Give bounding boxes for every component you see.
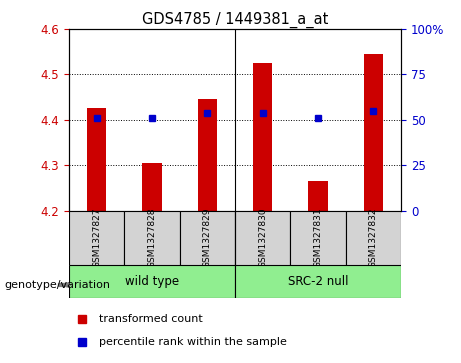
Bar [69, 265, 235, 298]
Text: genotype/variation: genotype/variation [5, 280, 111, 290]
Text: wild type: wild type [125, 275, 179, 288]
Text: GSM1327830: GSM1327830 [258, 207, 267, 268]
Bar [235, 211, 290, 265]
Bar [308, 181, 328, 211]
Bar [364, 54, 383, 211]
Bar [235, 265, 401, 298]
Text: GSM1327829: GSM1327829 [203, 208, 212, 268]
Text: GSM1327832: GSM1327832 [369, 208, 378, 268]
Text: GSM1327828: GSM1327828 [148, 208, 157, 268]
Bar [198, 99, 217, 211]
Text: GSM1327827: GSM1327827 [92, 208, 101, 268]
Text: GSM1327831: GSM1327831 [313, 207, 323, 268]
Bar [253, 63, 272, 211]
Text: SRC-2 null: SRC-2 null [288, 275, 349, 288]
Bar [69, 211, 124, 265]
Bar [87, 109, 106, 211]
Bar [346, 211, 401, 265]
Bar [290, 211, 346, 265]
Bar [180, 211, 235, 265]
Text: transformed count: transformed count [99, 314, 203, 324]
Bar [124, 211, 180, 265]
Text: percentile rank within the sample: percentile rank within the sample [99, 337, 287, 347]
Title: GDS4785 / 1449381_a_at: GDS4785 / 1449381_a_at [142, 12, 328, 28]
Bar [142, 163, 162, 211]
